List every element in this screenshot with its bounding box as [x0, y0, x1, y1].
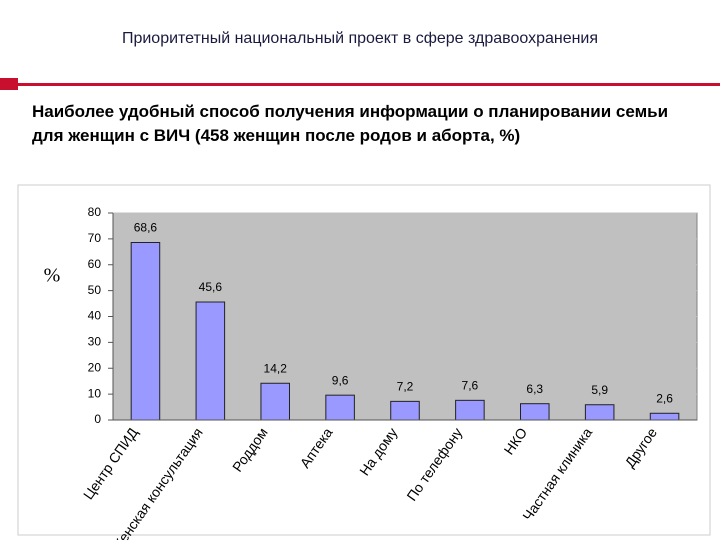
chart-title: Наиболее удобный способ получения информ… — [32, 102, 669, 145]
value-label: 9,6 — [332, 373, 349, 387]
y-axis-label: % — [44, 265, 61, 287]
value-label: 7,6 — [462, 379, 479, 393]
value-label: 14,2 — [264, 361, 288, 375]
y-tick-label: 20 — [88, 360, 102, 374]
y-tick-label: 80 — [88, 205, 102, 219]
y-tick-label: 30 — [88, 335, 102, 349]
value-label: 5,9 — [591, 383, 608, 397]
value-label: 45,6 — [199, 280, 223, 294]
value-label: 7,2 — [397, 380, 414, 394]
bar — [130, 241, 161, 421]
y-tick-label: 40 — [88, 309, 102, 323]
bar — [455, 399, 485, 421]
value-label: 2,6 — [656, 391, 673, 405]
y-tick-label: 70 — [88, 231, 102, 245]
y-tick-label: 60 — [88, 257, 102, 271]
bar — [520, 403, 550, 421]
bar — [649, 412, 680, 421]
value-label: 6,3 — [526, 382, 543, 396]
y-tick-label: 0 — [94, 412, 101, 426]
bar — [584, 404, 615, 421]
divider — [0, 83, 720, 86]
bar — [390, 400, 420, 421]
value-label: 68,6 — [134, 221, 158, 235]
y-tick-label: 50 — [88, 283, 102, 297]
bar — [260, 382, 290, 421]
y-tick-label: 10 — [88, 386, 102, 400]
slide-title: Приоритетный национальный проект в сфере… — [121, 30, 599, 47]
bar — [195, 301, 226, 421]
bar — [325, 394, 355, 421]
